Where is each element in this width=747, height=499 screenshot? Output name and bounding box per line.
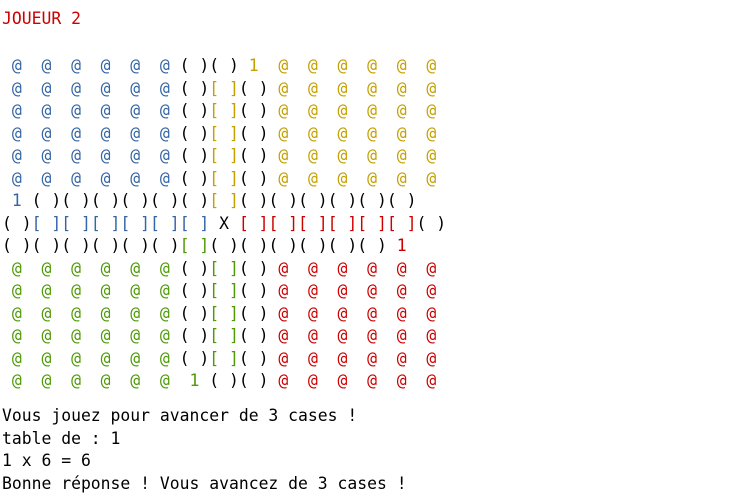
message-line: Bonne réponse ! Vous avancez de 3 cases …	[2, 473, 407, 493]
message-line: table de : 1	[2, 428, 121, 448]
board-segment: [ ]	[209, 258, 239, 278]
board-segment: @ @ @ @ @ @	[2, 281, 170, 300]
board-segment: @ @ @ @ @ @	[268, 371, 437, 390]
board-segment: ( )	[238, 168, 269, 188]
board-segment: ( )	[169, 101, 210, 120]
board-row: @ @ @ @ @ @ ( )[ ]( ) @ @ @ @ @ @	[2, 348, 436, 371]
board-segment: ( )	[238, 326, 269, 345]
board-row: @ @ @ @ @ @ ( )[ ]( ) @ @ @ @ @ @	[2, 258, 436, 281]
board-segment: [ ]	[179, 236, 210, 255]
board-segment: [ ]	[209, 168, 239, 188]
player-header: JOUEUR 2	[2, 9, 81, 28]
board-segment: ( )	[416, 213, 447, 233]
board-segment: @ @ @ @ @ @	[2, 258, 170, 278]
board-segment: ( )	[169, 303, 210, 323]
board-segment: ( )	[169, 78, 210, 98]
board-segment: 1	[396, 236, 407, 255]
board-segment: [ ]	[209, 101, 239, 120]
board-segment: @ @ @ @ @ @	[268, 123, 437, 143]
board-segment: @ @ @ @ @ @	[2, 78, 170, 98]
board-segment: ( )	[169, 123, 210, 143]
board-segment: 1	[2, 191, 22, 210]
board-segment: @ @ @ @ @ @	[268, 101, 437, 120]
board-segment: @ @ @ @ @ @	[268, 281, 437, 300]
board-segment: [ ][ ][ ][ ][ ][ ]	[238, 213, 417, 233]
board-row: @ @ @ @ @ @ ( )[ ]( ) @ @ @ @ @ @	[2, 100, 436, 123]
board-segment: ( )	[169, 168, 210, 188]
board-row: @ @ @ @ @ @ 1 ( )( ) @ @ @ @ @ @	[2, 370, 436, 393]
board-segment: ( )	[169, 146, 210, 165]
board-segment: [ ][ ][ ][ ][ ][ ]	[31, 213, 210, 233]
board-segment: [ ]	[209, 303, 239, 323]
board-segment: [ ]	[209, 123, 239, 143]
board-row: @ @ @ @ @ @ ( )[ ]( ) @ @ @ @ @ @	[2, 303, 436, 326]
board-row: ( )[ ][ ][ ][ ][ ][ ] X [ ][ ][ ][ ][ ][…	[2, 213, 446, 236]
board-segment: X	[209, 213, 239, 233]
board-segment: [ ]	[209, 281, 239, 300]
board-row: @ @ @ @ @ @ ( )[ ]( ) @ @ @ @ @ @	[2, 280, 436, 303]
board-segment: ( )	[238, 123, 269, 143]
board-segment: ( )	[238, 78, 269, 98]
board-segment: ( )	[238, 258, 269, 278]
board-row: 1 ( )( )( )( )( )( )[ ]( )( )( )( )( )( …	[2, 190, 417, 213]
board-segment: [ ]	[209, 191, 239, 210]
board-segment: @ @ @ @ @ @	[2, 56, 170, 75]
board-segment: [ ]	[209, 146, 239, 165]
board-segment: @ @ @ @ @ @	[2, 123, 170, 143]
board-segment: ( )	[169, 326, 210, 345]
board-segment: @ @ @ @ @ @	[268, 348, 437, 368]
board-row: @ @ @ @ @ @ ( )[ ]( ) @ @ @ @ @ @	[2, 168, 436, 191]
board-segment: ( )	[238, 101, 269, 120]
board-segment: ( )	[238, 348, 269, 368]
board-row: @ @ @ @ @ @ ( )[ ]( ) @ @ @ @ @ @	[2, 145, 436, 168]
board-segment: @ @ @ @ @ @	[268, 168, 437, 188]
board-segment: @ @ @ @ @ @	[268, 78, 437, 98]
board-segment: ( )	[169, 348, 210, 368]
board-segment: @ @ @ @ @ @	[2, 303, 170, 323]
board-row: @ @ @ @ @ @ ( )( ) 1 @ @ @ @ @ @	[2, 55, 436, 78]
board-segment: [ ]	[209, 348, 239, 368]
board-segment: ( )( )	[169, 56, 249, 75]
board-segment: @ @ @ @ @ @	[268, 258, 437, 278]
board-segment: ( )( )( )( )( )( )	[21, 191, 210, 210]
board-row: ( )( )( )( )( )( )[ ]( )( )( )( )( )( ) …	[2, 235, 407, 258]
board-segment: ( )	[2, 213, 32, 233]
board-segment: @ @ @ @ @ @ 1	[2, 371, 200, 390]
board-segment: ( )	[238, 146, 269, 165]
board-segment: ( )( )( )( )( )( )	[238, 191, 417, 210]
board-segment: ( )( )	[199, 371, 269, 390]
board-segment: @ @ @ @ @ @	[2, 326, 170, 345]
board-segment: 1	[248, 56, 259, 75]
board-segment: [ ]	[209, 326, 239, 345]
board-segment: ( )	[169, 258, 210, 278]
board-segment: @ @ @ @ @ @	[2, 348, 170, 368]
board-segment: @ @ @ @ @ @	[268, 146, 437, 165]
board-row: @ @ @ @ @ @ ( )[ ]( ) @ @ @ @ @ @	[2, 325, 436, 348]
board-segment: ( )	[169, 281, 210, 300]
board-row: @ @ @ @ @ @ ( )[ ]( ) @ @ @ @ @ @	[2, 123, 436, 146]
board-segment: [ ]	[209, 78, 239, 98]
board-segment: @ @ @ @ @ @	[2, 146, 170, 165]
board-segment: @ @ @ @ @ @	[268, 303, 437, 323]
board-segment: ( )( )( )( )( )( )	[2, 236, 180, 255]
board-segment: ( )	[238, 303, 269, 323]
board-segment: @ @ @ @ @ @	[2, 101, 170, 120]
board-segment: @ @ @ @ @ @	[2, 168, 170, 188]
board-segment: @ @ @ @ @ @	[268, 326, 437, 345]
board-segment: @ @ @ @ @ @	[258, 56, 437, 75]
board-segment: ( )	[238, 281, 269, 300]
board-segment: ( )( )( )( )( )( )	[209, 236, 397, 255]
message-line: Vous jouez pour avancer de 3 cases !	[2, 406, 358, 425]
board-row: @ @ @ @ @ @ ( )[ ]( ) @ @ @ @ @ @	[2, 78, 436, 101]
message-line: 1 x 6 = 6	[2, 451, 91, 470]
